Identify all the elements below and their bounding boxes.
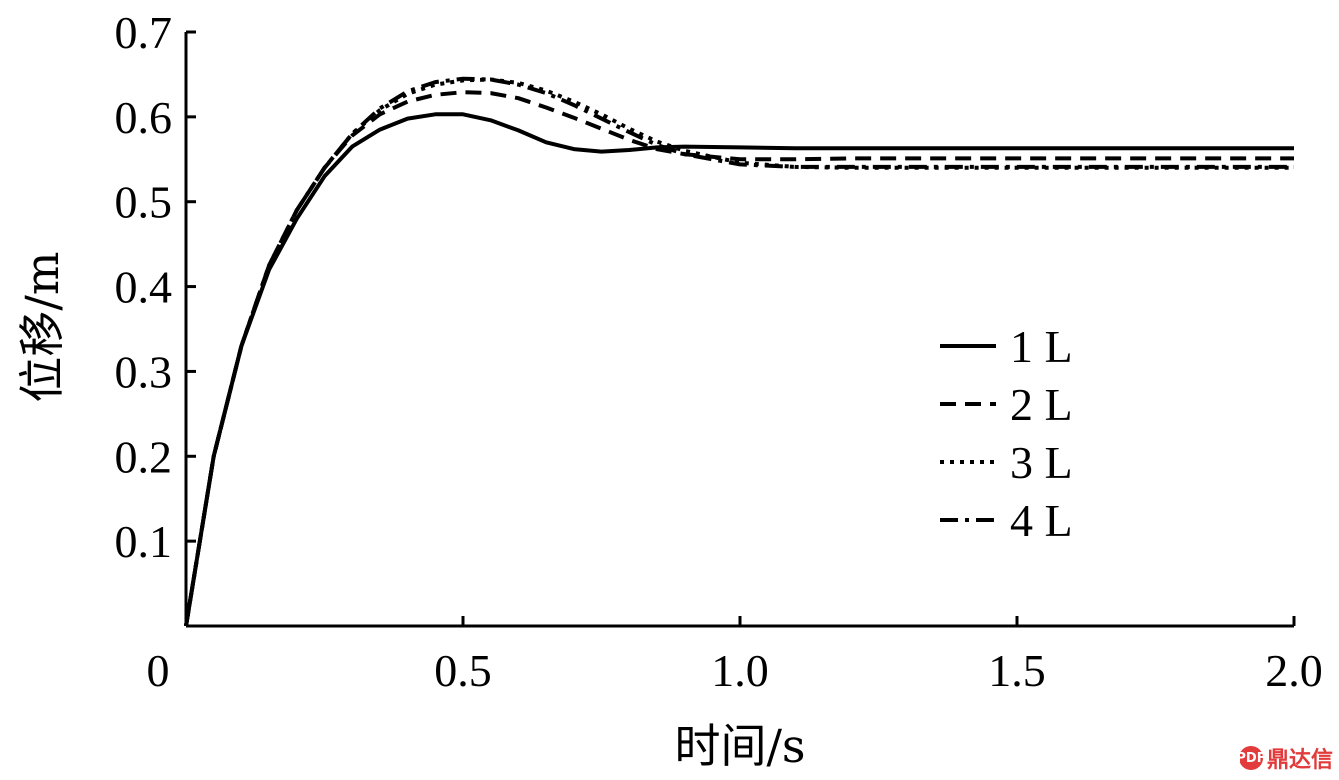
legend: 1 L 2 L 3 L 4 L bbox=[940, 321, 1073, 546]
x-tick-label: 1.0 bbox=[711, 645, 769, 696]
y-tick-label: 0.1 bbox=[115, 516, 173, 567]
watermark-logo-icon: PDF bbox=[1236, 746, 1266, 770]
axes bbox=[184, 30, 1296, 628]
x-tick-label: 0.5 bbox=[434, 645, 492, 696]
y-tick-label: 0.5 bbox=[115, 177, 173, 228]
x-tick-label: 1.5 bbox=[988, 645, 1046, 696]
watermark-text: 鼎达信 bbox=[1266, 748, 1333, 773]
series-line-1 bbox=[184, 112, 1294, 627]
series-line-4 bbox=[184, 76, 1294, 627]
x-tick-label: 2.0 bbox=[1265, 645, 1323, 696]
y-tick-label: 0.6 bbox=[115, 92, 173, 143]
legend-label-4: 4 L bbox=[1010, 495, 1073, 546]
series-line-3 bbox=[184, 77, 1294, 627]
y-tick-label: 0.4 bbox=[115, 262, 173, 313]
watermark: PDF 鼎达信 bbox=[1236, 742, 1333, 774]
x-axis-title: 时间/s bbox=[674, 719, 805, 773]
y-axis-title: 位移/m bbox=[15, 251, 69, 402]
legend-label-2: 2 L bbox=[1010, 379, 1073, 430]
x-tick-label: 0 bbox=[147, 645, 170, 696]
tick-labels: 0 0.5 1.0 1.5 2.0 0.1 0.2 0.3 0.4 0.5 0.6 0.7 bbox=[115, 7, 1323, 696]
y-tick-label: 0.3 bbox=[115, 346, 173, 397]
y-tick-label: 0.2 bbox=[115, 431, 173, 482]
legend-label-1: 1 L bbox=[1010, 321, 1073, 372]
series-lines bbox=[184, 76, 1294, 627]
y-tick-label: 0.7 bbox=[115, 7, 173, 58]
legend-label-3: 3 L bbox=[1010, 437, 1073, 488]
series-line-2 bbox=[184, 90, 1294, 627]
